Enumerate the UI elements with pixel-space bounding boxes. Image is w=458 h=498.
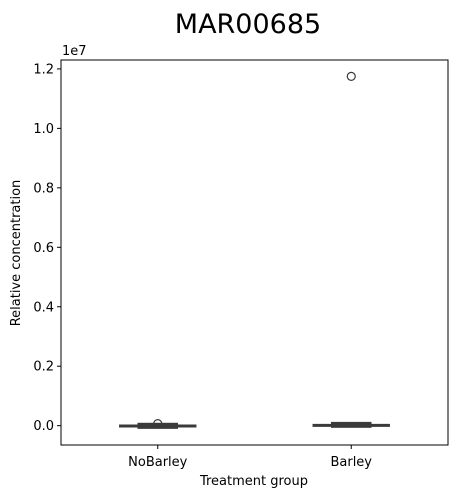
box-NoBarley (119, 418, 197, 429)
chart-title: MAR00685 (175, 9, 321, 40)
x-axis-ticks: NoBarley Barley (128, 445, 372, 470)
y-axis-ticks: 0.0 0.2 0.4 0.6 0.8 1.0 1.2 (33, 62, 61, 434)
x-tick-label: NoBarley (128, 455, 188, 470)
x-axis-label: Treatment group (199, 474, 308, 489)
y-tick-label: 0.4 (33, 300, 54, 315)
y-tick-label: 1.2 (33, 62, 54, 77)
plot-area (119, 71, 390, 429)
y-tick-label: 0.2 (33, 360, 54, 375)
y-tick-label: 0.8 (33, 181, 54, 196)
outlier-point (346, 71, 356, 81)
x-tick-label: Barley (330, 455, 372, 470)
y-tick-label: 0.6 (33, 241, 54, 256)
plot-frame (60, 59, 449, 446)
y-axis-exponent-label: 1e7 (62, 44, 87, 59)
y-axis-label: Relative concentration (9, 180, 24, 327)
y-tick-label: 1.0 (33, 122, 54, 137)
y-tick-label: 0.0 (33, 419, 54, 434)
box-Barley (312, 71, 390, 428)
outlier-point (153, 418, 163, 429)
